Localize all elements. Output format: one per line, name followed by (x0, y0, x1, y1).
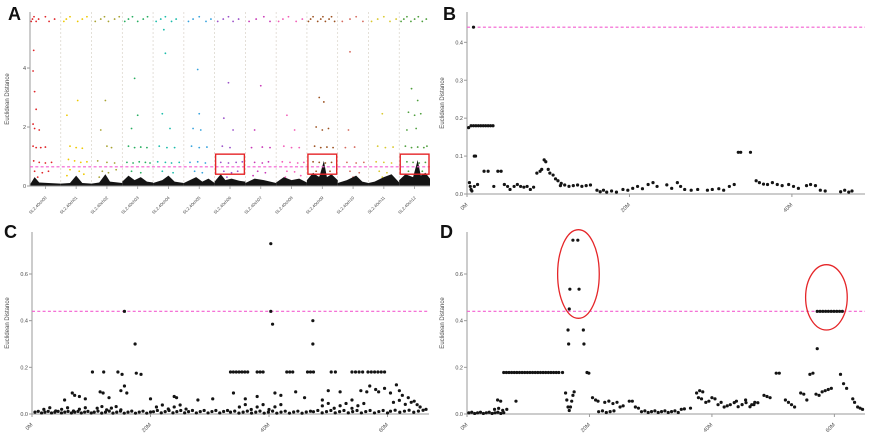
svg-text:0M: 0M (460, 202, 470, 212)
svg-text:SL2.40ch07: SL2.40ch07 (243, 195, 263, 215)
panel-c-label: C (4, 222, 17, 242)
svg-text:SL2.40ch08: SL2.40ch08 (274, 195, 294, 215)
svg-text:60M: 60M (825, 422, 837, 434)
svg-text:0.6: 0.6 (455, 272, 463, 278)
svg-text:0: 0 (23, 184, 26, 190)
svg-text:SL2.40ch05: SL2.40ch05 (182, 195, 202, 215)
svg-text:0.0: 0.0 (455, 412, 463, 418)
svg-text:4: 4 (23, 66, 26, 72)
panel-a-label: A (8, 4, 21, 24)
svg-text:0.2: 0.2 (455, 365, 463, 371)
svg-text:SL2.40ch00: SL2.40ch00 (28, 195, 48, 215)
svg-text:SL2.40ch06: SL2.40ch06 (212, 195, 232, 215)
svg-text:2: 2 (23, 125, 26, 131)
svg-text:60M: 60M (378, 422, 390, 434)
svg-text:20M: 20M (620, 202, 632, 214)
svg-text:0.1: 0.1 (455, 154, 463, 160)
svg-text:0.0: 0.0 (20, 412, 28, 418)
svg-text:0.4: 0.4 (455, 40, 463, 46)
svg-text:40M: 40M (703, 422, 715, 434)
panel-c-chromosome-scatter: 0.0 0.2 0.4 0.6 0M 20M 40M 60M Euclidean Distanc… (0, 220, 435, 440)
svg-text:SL2.40ch12: SL2.40ch12 (397, 195, 417, 215)
panel-a-multichromosome-scatter: SL2.40ch00 SL2.40ch01 SL2.40ch02 SL2.40ch03… (0, 0, 435, 220)
svg-text:20M: 20M (580, 422, 592, 434)
svg-text:20M: 20M (141, 422, 153, 434)
svg-text:0.0: 0.0 (455, 192, 463, 198)
svg-text:Euclidean Distance: Euclidean Distance (440, 297, 446, 349)
svg-text:0.3: 0.3 (455, 78, 463, 84)
svg-text:SL2.40ch02: SL2.40ch02 (89, 195, 109, 215)
panel-a-plot: SL2.40ch00 SL2.40ch01 SL2.40ch02 SL2.40ch03… (5, 12, 430, 215)
svg-text:SL2.40ch03: SL2.40ch03 (120, 195, 140, 215)
panel-b-label: B (443, 4, 456, 24)
svg-text:0.4: 0.4 (455, 319, 463, 325)
svg-text:40M: 40M (260, 422, 272, 434)
svg-text:Euclidean Distance: Euclidean Distance (5, 73, 11, 125)
panel-b-chromosome-scatter: 0.0 0.1 0.2 0.3 0.4 0M 20M 40M Euclidean Distanc… (435, 0, 871, 220)
svg-text:0.4: 0.4 (20, 319, 28, 325)
svg-text:0.6: 0.6 (20, 272, 28, 278)
svg-text:0.2: 0.2 (20, 365, 28, 371)
svg-text:Euclidean Distance: Euclidean Distance (5, 297, 11, 349)
panel-c-plot: 0.0 0.2 0.4 0.6 0M 20M 40M 60M Euclidean Distanc… (5, 232, 429, 434)
svg-text:SL2.40ch01: SL2.40ch01 (59, 195, 79, 215)
panel-d-chromosome-scatter: 0.0 0.2 0.4 0.6 0M 20M 40M 60M Euclidean Distanc… (435, 220, 871, 440)
svg-text:SL2.40ch04: SL2.40ch04 (151, 195, 171, 215)
svg-text:0M: 0M (25, 422, 35, 432)
svg-text:Euclidean Distance: Euclidean Distance (440, 77, 446, 129)
panel-d-label: D (440, 222, 453, 242)
panel-d-plot: 0.0 0.2 0.4 0.6 0M 20M 40M 60M Euclidean Distanc… (440, 229, 865, 434)
svg-text:SL2.40ch09: SL2.40ch09 (305, 195, 325, 215)
panel-b-plot: 0.0 0.1 0.2 0.3 0.4 0M 20M 40M Euclidean Distanc… (440, 12, 865, 214)
svg-text:SL2.40ch11: SL2.40ch11 (367, 195, 387, 215)
svg-text:SL2.40ch10: SL2.40ch10 (336, 195, 356, 215)
svg-text:40M: 40M (783, 202, 795, 214)
svg-text:0M: 0M (460, 422, 470, 432)
svg-text:0.2: 0.2 (455, 116, 463, 122)
